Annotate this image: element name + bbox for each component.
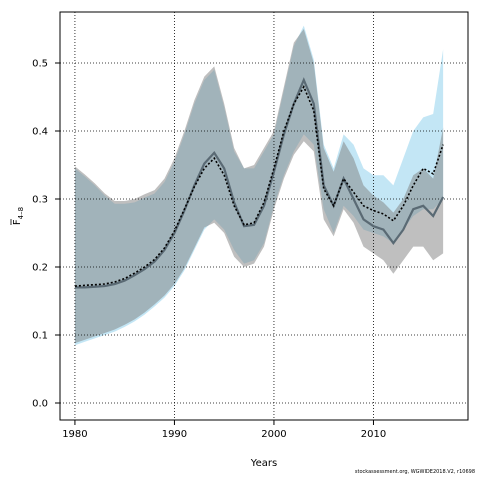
series-lines [74, 77, 445, 289]
series-line-dotted [74, 85, 444, 287]
y-tick-label: 0.2 [32, 263, 48, 274]
svg-text:F4–8: F4–8 [12, 207, 25, 225]
axes: 1980 1990 2000 2010 0.0 0.1 0.2 0.3 0.4 0.5 [32, 59, 386, 441]
source-note: stockassessment.org, WGWIDE2018.V2, r106… [354, 469, 475, 475]
y-tick-label: 0.3 [32, 195, 48, 206]
y-axis-title: F4–8 [10, 207, 25, 225]
x-tick-label: 2000 [261, 429, 286, 440]
x-tick-label: 1980 [62, 429, 87, 440]
confidence-bands [74, 25, 444, 346]
y-tick-label: 0.5 [32, 59, 48, 70]
y-axis-title-subscript: 4–8 [17, 207, 25, 219]
plot-frame [59, 11, 469, 421]
series-line-solid [74, 77, 445, 289]
confidence-band-2 [74, 29, 444, 344]
y-tick-label: 0.1 [32, 331, 48, 342]
x-tick-label: 2010 [361, 429, 386, 440]
y-tick-label: 0.4 [32, 127, 48, 138]
x-tick-label: 1990 [162, 429, 187, 440]
y-axis-title-main: F [12, 219, 23, 225]
grid-lines [60, 12, 468, 420]
x-axis-title: Years [250, 458, 277, 469]
y-tick-label: 0.0 [32, 399, 48, 410]
